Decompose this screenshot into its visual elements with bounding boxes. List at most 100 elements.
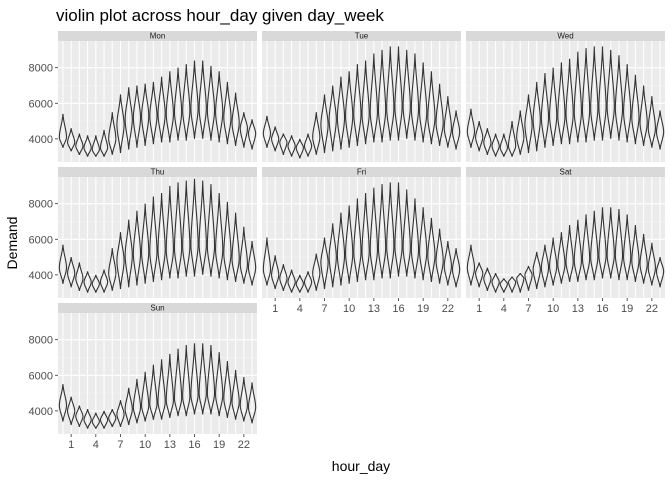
violin-sun-hour-11 xyxy=(149,364,158,420)
violin-sat-hour-11 xyxy=(557,232,566,284)
violin-tue-hour-9 xyxy=(336,76,346,150)
violin-wed-hour-16 xyxy=(598,46,607,141)
facet-strip xyxy=(58,31,257,41)
violin-tue-hour-23 xyxy=(451,110,461,150)
violin-sat-hour-16 xyxy=(598,207,607,279)
facet-panel-wed: Wed xyxy=(466,31,665,162)
violin-wed-hour-9 xyxy=(540,73,550,148)
violin-thu-hour-13 xyxy=(165,185,174,279)
y-tick-label: 8000 xyxy=(29,199,53,211)
violin-fri-hour-5 xyxy=(303,271,313,293)
panel-background xyxy=(58,313,257,434)
violin-sat-hour-19 xyxy=(623,214,632,281)
violin-thu-hour-7 xyxy=(116,232,125,290)
violin-sat-hour-12 xyxy=(565,225,574,283)
facet-strip xyxy=(58,167,257,177)
violin-wed-hour-12 xyxy=(565,58,574,145)
violin-thu-hour-2 xyxy=(75,262,84,291)
violin-mon-hour-12 xyxy=(157,76,166,143)
panel-background xyxy=(466,41,665,162)
violin-sat-hour-18 xyxy=(614,209,624,281)
violin-sat-hour-14 xyxy=(581,214,591,281)
violin-tue-hour-7 xyxy=(320,94,329,154)
violin-sat-hour-3 xyxy=(491,272,500,293)
violin-mon-hour-6 xyxy=(108,112,117,155)
violin-fri-hour-16 xyxy=(394,182,403,277)
violin-tue-hour-12 xyxy=(361,60,370,145)
violin-tue-hour-20 xyxy=(427,71,436,145)
violin-wed-hour-15 xyxy=(590,46,599,141)
panel-background xyxy=(466,177,665,298)
violin-wed-hour-3 xyxy=(491,133,500,157)
x-tick-label: 22 xyxy=(238,439,250,451)
violin-mon-hour-20 xyxy=(223,81,232,145)
violin-tue-hour-5 xyxy=(303,133,313,157)
x-tick-label: 16 xyxy=(188,439,200,451)
violin-mon-hour-3 xyxy=(83,135,92,157)
violin-fri-hour-22 xyxy=(443,241,452,286)
violin-sun-hour-21 xyxy=(231,369,240,420)
y-axis-title: Demand xyxy=(4,217,20,270)
facet-strip-label: Tue xyxy=(355,32,369,41)
x-tick-label: 19 xyxy=(621,303,633,315)
violin-thu-hour-15 xyxy=(182,180,191,277)
chart-title: violin plot across hour_day given day_we… xyxy=(56,6,384,25)
violin-mon-hour-1 xyxy=(67,128,76,152)
violin-wed-hour-14 xyxy=(581,48,591,143)
violin-sat-hour-10 xyxy=(549,237,558,286)
violin-sat-hour-15 xyxy=(590,210,599,281)
violin-fri-hour-11 xyxy=(353,198,362,283)
facet-panel-tue: Tue xyxy=(262,31,461,162)
violin-sat-hour-0 xyxy=(466,244,476,286)
violin-wed-hour-11 xyxy=(557,62,566,145)
violin-thu-hour-11 xyxy=(149,196,158,283)
facet-panels: Mon 4000 6000 8000 Tue Wed Thu 4000 6000 8000 Fri 1… xyxy=(29,31,665,451)
y-tick-label: 6000 xyxy=(29,234,53,246)
facet-strip xyxy=(262,167,461,177)
violin-thu-hour-8 xyxy=(124,219,133,288)
violin-sat-hour-4 xyxy=(499,278,508,293)
violin-sun-hour-6 xyxy=(108,408,117,428)
panel-background xyxy=(58,177,257,298)
violin-sun-hour-13 xyxy=(165,353,174,419)
violin-wed-hour-2 xyxy=(483,128,492,155)
violin-wed-hour-10 xyxy=(549,67,558,147)
violin-thu-hour-10 xyxy=(141,203,150,284)
facet-panel-fri: Fri 1 4 7 10 13 16 19 22 xyxy=(262,167,461,315)
violin-thu-hour-14 xyxy=(173,182,183,279)
violin-thu-hour-23 xyxy=(247,241,257,286)
x-tick-label: 4 xyxy=(93,439,99,451)
violin-mon-hour-2 xyxy=(75,133,84,156)
violin-tue-hour-16 xyxy=(394,46,403,141)
panel-background xyxy=(58,41,257,162)
violin-fri-hour-15 xyxy=(386,182,395,279)
violin-mon-hour-5 xyxy=(99,129,109,157)
x-tick-label: 4 xyxy=(297,303,303,315)
violin-fri-hour-18 xyxy=(410,198,420,279)
violin-fri-hour-8 xyxy=(328,223,337,288)
x-tick-label: 13 xyxy=(164,439,176,451)
violin-thu-hour-9 xyxy=(132,210,142,286)
violin-wed-hour-5 xyxy=(507,121,517,157)
violin-sun-hour-2 xyxy=(75,405,84,427)
violin-tue-hour-14 xyxy=(377,49,387,143)
x-tick-label: 7 xyxy=(321,303,327,315)
violin-mon-hour-23 xyxy=(247,119,257,150)
violin-mon-hour-22 xyxy=(239,112,248,148)
violin-mon-hour-9 xyxy=(132,85,142,148)
x-tick-label: 1 xyxy=(476,303,482,315)
violin-sat-hour-20 xyxy=(631,225,640,283)
violin-thu-hour-0 xyxy=(58,244,68,284)
violin-sun-hour-17 xyxy=(198,343,207,415)
facet-panel-sun: Sun 4000 6000 8000 1 4 7 10 13 16 19 22 xyxy=(29,303,257,451)
violin-thu-hour-3 xyxy=(83,271,92,293)
violin-sat-hour-22 xyxy=(647,242,656,286)
violin-tue-hour-3 xyxy=(287,135,296,157)
violin-sun-hour-0 xyxy=(58,384,68,422)
violin-mon-hour-15 xyxy=(182,64,191,141)
violin-tue-hour-13 xyxy=(369,53,378,143)
violin-fri-hour-2 xyxy=(279,264,288,291)
violin-sat-hour-1 xyxy=(475,262,484,288)
y-tick-label: 6000 xyxy=(29,98,53,110)
